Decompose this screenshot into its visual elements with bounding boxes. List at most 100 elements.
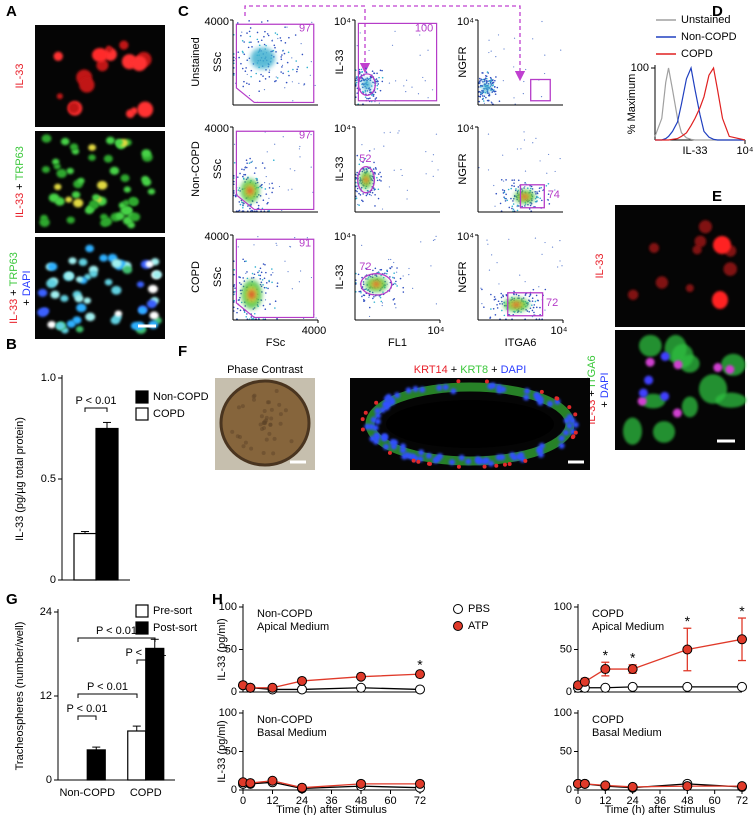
event-dot — [362, 283, 365, 286]
nucleus — [53, 163, 61, 170]
event-dot — [493, 86, 496, 88]
event-dot — [268, 197, 270, 199]
event-dot — [548, 203, 551, 205]
event-dot — [251, 160, 253, 162]
event-dot — [381, 76, 384, 79]
event-dot — [529, 204, 532, 207]
nucleus — [375, 412, 382, 419]
event-dot — [259, 267, 262, 270]
event-dot — [361, 276, 363, 279]
event-dot — [268, 76, 271, 78]
data-point — [297, 782, 307, 793]
nucleus — [558, 442, 565, 449]
event-dot — [397, 132, 399, 134]
event-dot — [260, 281, 263, 284]
event-dot — [488, 269, 491, 271]
cell — [92, 48, 108, 62]
panel-label: E — [712, 188, 722, 205]
nucleus — [381, 435, 388, 442]
nucleus — [537, 451, 544, 458]
cytoplasm — [681, 396, 698, 418]
nucleus — [109, 166, 120, 175]
event-dot — [389, 281, 392, 284]
nucleus — [115, 212, 125, 220]
event-dot — [265, 175, 267, 178]
nucleus — [645, 357, 655, 367]
event-dot — [534, 237, 537, 239]
event-dot — [267, 287, 269, 290]
nucleus — [566, 422, 573, 429]
event-dot — [518, 205, 520, 207]
event-dot — [306, 66, 309, 69]
event-dot — [358, 204, 360, 207]
x-tick-label: 72 — [414, 795, 426, 807]
event-dot — [243, 173, 245, 176]
event-dot — [274, 143, 276, 145]
texture — [243, 440, 248, 445]
event-dot — [480, 92, 483, 95]
event-dot — [501, 300, 503, 303]
event-dot — [393, 303, 396, 305]
event-dot — [489, 76, 492, 79]
event-dot — [363, 300, 365, 303]
panel-title: Apical Medium — [592, 621, 664, 633]
gate-percent: 52 — [359, 153, 371, 165]
event-dot — [263, 89, 266, 91]
data-point — [297, 675, 307, 686]
event-dot — [368, 77, 371, 80]
nucleus — [465, 458, 472, 465]
event-dot — [257, 204, 260, 207]
event-dot — [547, 153, 550, 156]
texture — [261, 421, 266, 426]
event-dot — [531, 300, 534, 302]
event-dot — [508, 238, 510, 240]
x-tick-label: 72 — [736, 795, 748, 807]
basal-cell — [427, 461, 432, 466]
event-dot — [310, 166, 312, 168]
event-dot — [494, 79, 496, 82]
data-point — [737, 781, 747, 792]
event-dot — [513, 185, 515, 187]
nucleus — [114, 138, 123, 146]
event-dot — [511, 184, 513, 187]
event-dot — [376, 84, 379, 87]
event-dot — [494, 90, 497, 93]
event-dot — [238, 56, 240, 59]
event-dot — [372, 93, 375, 96]
event-dot — [371, 179, 374, 182]
event-dot — [267, 201, 269, 204]
event-dot — [272, 159, 275, 162]
event-dot — [260, 285, 263, 288]
event-dot — [258, 44, 261, 47]
nucleus — [69, 143, 79, 151]
event-dot — [400, 168, 402, 171]
nucleus — [373, 432, 380, 439]
event-dot — [375, 168, 377, 170]
legend-label: COPD — [153, 408, 185, 420]
event-dot — [486, 239, 488, 241]
event-dot — [379, 89, 382, 92]
y-tick-label: 100 — [554, 707, 572, 719]
event-dot — [274, 32, 277, 34]
event-dot — [285, 81, 288, 84]
event-dot — [245, 260, 247, 262]
event-dot — [263, 286, 266, 289]
event-dot — [242, 206, 244, 209]
event-dot — [377, 83, 380, 85]
nucleus — [518, 452, 525, 459]
data-point — [356, 671, 366, 682]
cytoplasm — [622, 417, 642, 445]
event-dot — [266, 20, 269, 22]
texture — [252, 393, 257, 398]
event-dot — [535, 137, 537, 139]
y-axis-label: SSc — [212, 158, 224, 179]
event-dot — [484, 74, 487, 77]
event-dot — [513, 290, 515, 292]
nucleus — [500, 386, 507, 393]
event-dot — [488, 94, 491, 97]
event-dot — [246, 73, 248, 76]
nucleus — [405, 387, 412, 394]
event-dot — [365, 194, 368, 197]
event-dot — [383, 145, 385, 147]
x-tick-label: 24 — [627, 795, 639, 807]
